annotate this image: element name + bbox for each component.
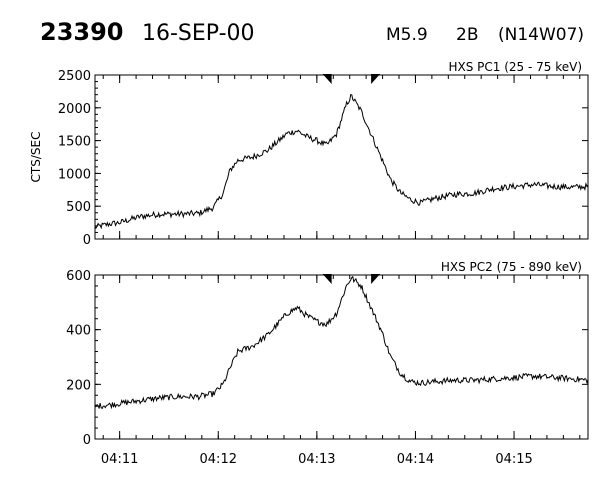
interval-marker-1-0 (322, 274, 332, 284)
x-tick-label-1: 04:12 (200, 452, 237, 467)
optical-class: 2B (456, 25, 478, 45)
y-tick-label-1-0: 0 (83, 433, 91, 448)
x-tick-label-2: 04:13 (298, 452, 335, 467)
series-line-1 (94, 275, 589, 410)
panel-pc1-title: HXS PC1 (25 - 75 keV) (448, 60, 582, 74)
interval-marker-1-1 (371, 274, 381, 284)
y-tick-label-0-0: 0 (83, 233, 91, 248)
y-tick-label-1-2: 400 (66, 324, 91, 339)
x-tick-label-0: 04:11 (101, 452, 138, 467)
flare-location: (N14W07) (498, 25, 584, 45)
y-tick-label-0-2: 1000 (58, 167, 91, 182)
y-tick-label-0-5: 2500 (58, 69, 91, 84)
flare-class: M5.9 (386, 25, 428, 45)
x-tick-label-3: 04:14 (397, 452, 434, 467)
y-tick-label-1-3: 600 (66, 269, 91, 284)
y-tick-label-0-1: 500 (66, 200, 91, 215)
y-tick-label-1-1: 200 (66, 378, 91, 393)
y-axis-label: CTS/SEC (29, 132, 43, 183)
y-tick-label-0-4: 2000 (58, 102, 91, 117)
panel-pc2-frame (94, 274, 589, 440)
series-line-0 (94, 93, 589, 230)
event-date: 16-SEP-00 (142, 21, 255, 46)
event-id: 23390 (40, 18, 124, 46)
interval-marker-0-1 (371, 74, 381, 84)
panel-pc1-frame (94, 74, 589, 240)
panel-pc2-title: HXS PC2 (75 - 890 keV) (441, 260, 582, 274)
interval-marker-0-0 (322, 74, 332, 84)
panel-pc1: HXS PC1 (25 - 75 keV) CTS/SEC 0 500 1000 15… (29, 60, 589, 248)
panel-pc2: HXS PC2 (75 - 890 keV) 0 200 400 600 04:11 04… (66, 260, 589, 467)
x-tick-label-4: 04:15 (495, 452, 532, 467)
y-tick-label-0-3: 1500 (58, 135, 91, 150)
